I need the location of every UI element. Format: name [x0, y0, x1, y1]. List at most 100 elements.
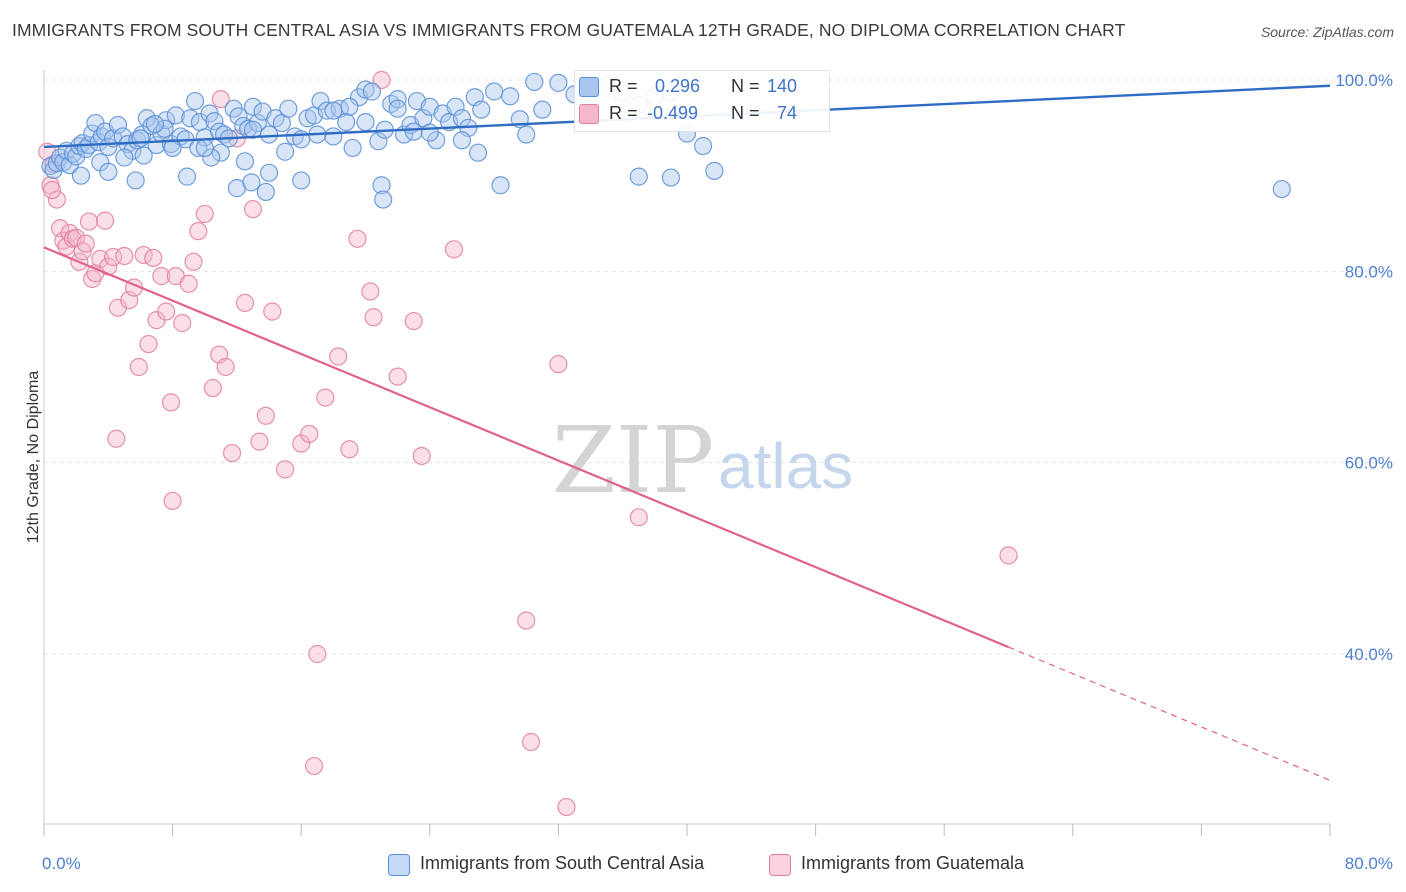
south-central-asia-point	[243, 97, 263, 116]
south-central-asia-point	[356, 112, 375, 132]
south-central-asia-point	[491, 176, 510, 195]
guatemala-point	[517, 611, 536, 630]
south-central-asia-point	[372, 176, 391, 195]
legend-n-label: N =	[731, 76, 760, 96]
south-central-asia-point	[128, 131, 147, 150]
series-legend: Immigrants from South Central Asia Immig…	[0, 852, 1406, 878]
guatemala-point	[107, 429, 126, 448]
watermark-atlas: atlas	[718, 430, 853, 502]
south-central-asia-point	[340, 97, 359, 116]
legend-label-guatemala: Immigrants from Guatemala	[801, 853, 1025, 873]
y-tick-label: 40.0%	[1345, 645, 1393, 664]
guatemala-point	[340, 440, 359, 459]
guatemala-point	[348, 229, 367, 248]
legend-label-south-central-asia: Immigrants from South Central Asia	[420, 853, 705, 873]
south-central-asia-point	[485, 82, 504, 101]
guatemala-point	[79, 212, 99, 231]
south-central-asia-point	[292, 171, 311, 190]
south-central-asia-point	[693, 136, 713, 156]
south-central-asia-point	[356, 80, 375, 99]
south-central-asia-point	[210, 122, 229, 141]
south-central-asia-point	[131, 129, 150, 148]
guatemala-point	[263, 302, 282, 321]
legend-r-label: R =	[609, 76, 638, 96]
guatemala-point	[364, 308, 383, 327]
south-central-asia-point	[388, 90, 407, 109]
x-tick-label-max: 80.0%	[1345, 854, 1393, 873]
watermark-zip: ZIP	[552, 407, 714, 514]
guatemala-point	[47, 190, 66, 209]
guatemala-point	[163, 491, 182, 511]
legend-row-guatemala: R = -0.499 N = 74	[575, 101, 829, 127]
guatemala-point	[222, 444, 242, 463]
south-central-asia-point	[311, 91, 330, 111]
south-central-asia-point	[420, 123, 439, 142]
south-central-asia-point	[279, 99, 298, 118]
legend-n-value: 140	[767, 76, 798, 96]
guatemala-point	[95, 211, 115, 230]
south-central-asia-point	[452, 131, 472, 150]
guatemala-point	[316, 388, 335, 407]
guatemala-point	[300, 424, 319, 444]
south-central-asia-point	[324, 101, 343, 120]
south-central-asia-point	[517, 125, 536, 144]
watermark: ZIP atlas	[552, 407, 853, 514]
legend-swatch-pink	[579, 104, 599, 124]
south-central-asia-point	[324, 127, 343, 146]
trend-line-guatemala	[43, 246, 1009, 649]
guatemala-point	[256, 406, 275, 425]
source-credit: Source: ZipAtlas.com	[1260, 24, 1394, 40]
series-south-central-asia-points	[41, 72, 1291, 209]
guatemala-point	[521, 732, 541, 752]
south-central-asia-point	[629, 167, 648, 186]
south-central-asia-point	[388, 99, 407, 118]
south-central-asia-point	[71, 166, 91, 185]
chart-title: IMMIGRANTS FROM SOUTH CENTRAL ASIA VS IM…	[12, 20, 1126, 40]
south-central-asia-point	[472, 100, 491, 119]
south-central-asia-point	[234, 116, 253, 136]
south-central-asia-point	[525, 72, 544, 92]
guatemala-point	[195, 204, 214, 224]
south-central-asia-point	[195, 138, 214, 158]
south-central-asia-point	[256, 182, 275, 202]
guatemala-point	[184, 252, 203, 271]
guatemala-point	[329, 347, 348, 366]
south-central-asia-point	[235, 152, 255, 171]
south-central-asia-point	[205, 112, 224, 131]
south-central-asia-point	[115, 148, 134, 167]
south-central-asia-point	[259, 163, 279, 182]
tick-labels: 100.0% 80.0% 60.0% 40.0% 0.0% 80.0%	[42, 71, 1393, 873]
guatemala-point	[157, 302, 176, 321]
guatemala-point	[444, 240, 464, 259]
y-axis-label: 12th Grade, No Diploma	[25, 371, 42, 544]
south-central-asia-point	[202, 148, 221, 167]
legend-r-label: R =	[609, 103, 638, 123]
x-tick-label-min: 0.0%	[42, 854, 81, 873]
south-central-asia-point	[446, 97, 465, 116]
legend-swatch-blue	[579, 77, 599, 97]
south-central-asia-point	[163, 138, 182, 158]
legend-row-south-central-asia: R = 0.296 N = 140	[575, 74, 829, 100]
guatemala-point	[304, 756, 324, 776]
legend-swatch-blue	[388, 854, 410, 876]
guatemala-point	[216, 357, 235, 377]
y-tick-label: 60.0%	[1345, 454, 1393, 473]
guatemala-point	[129, 357, 148, 377]
guatemala-point	[211, 90, 230, 109]
south-central-asia-point	[108, 115, 128, 135]
guatemala-point	[235, 293, 255, 313]
south-central-asia-point	[1272, 179, 1291, 199]
south-central-asia-point	[186, 91, 205, 111]
south-central-asia-point	[229, 107, 248, 126]
trend-line-guatemala-extrapolated	[1008, 646, 1331, 781]
south-central-asia-point	[177, 167, 197, 186]
south-central-asia-point	[705, 161, 724, 180]
south-central-asia-point	[337, 112, 356, 132]
south-central-asia-point	[126, 171, 145, 190]
guatemala-point	[173, 313, 192, 333]
south-central-asia-point	[549, 73, 568, 92]
axes	[43, 70, 1331, 836]
guatemala-point	[361, 282, 380, 301]
legend-swatch-pink	[769, 854, 791, 876]
